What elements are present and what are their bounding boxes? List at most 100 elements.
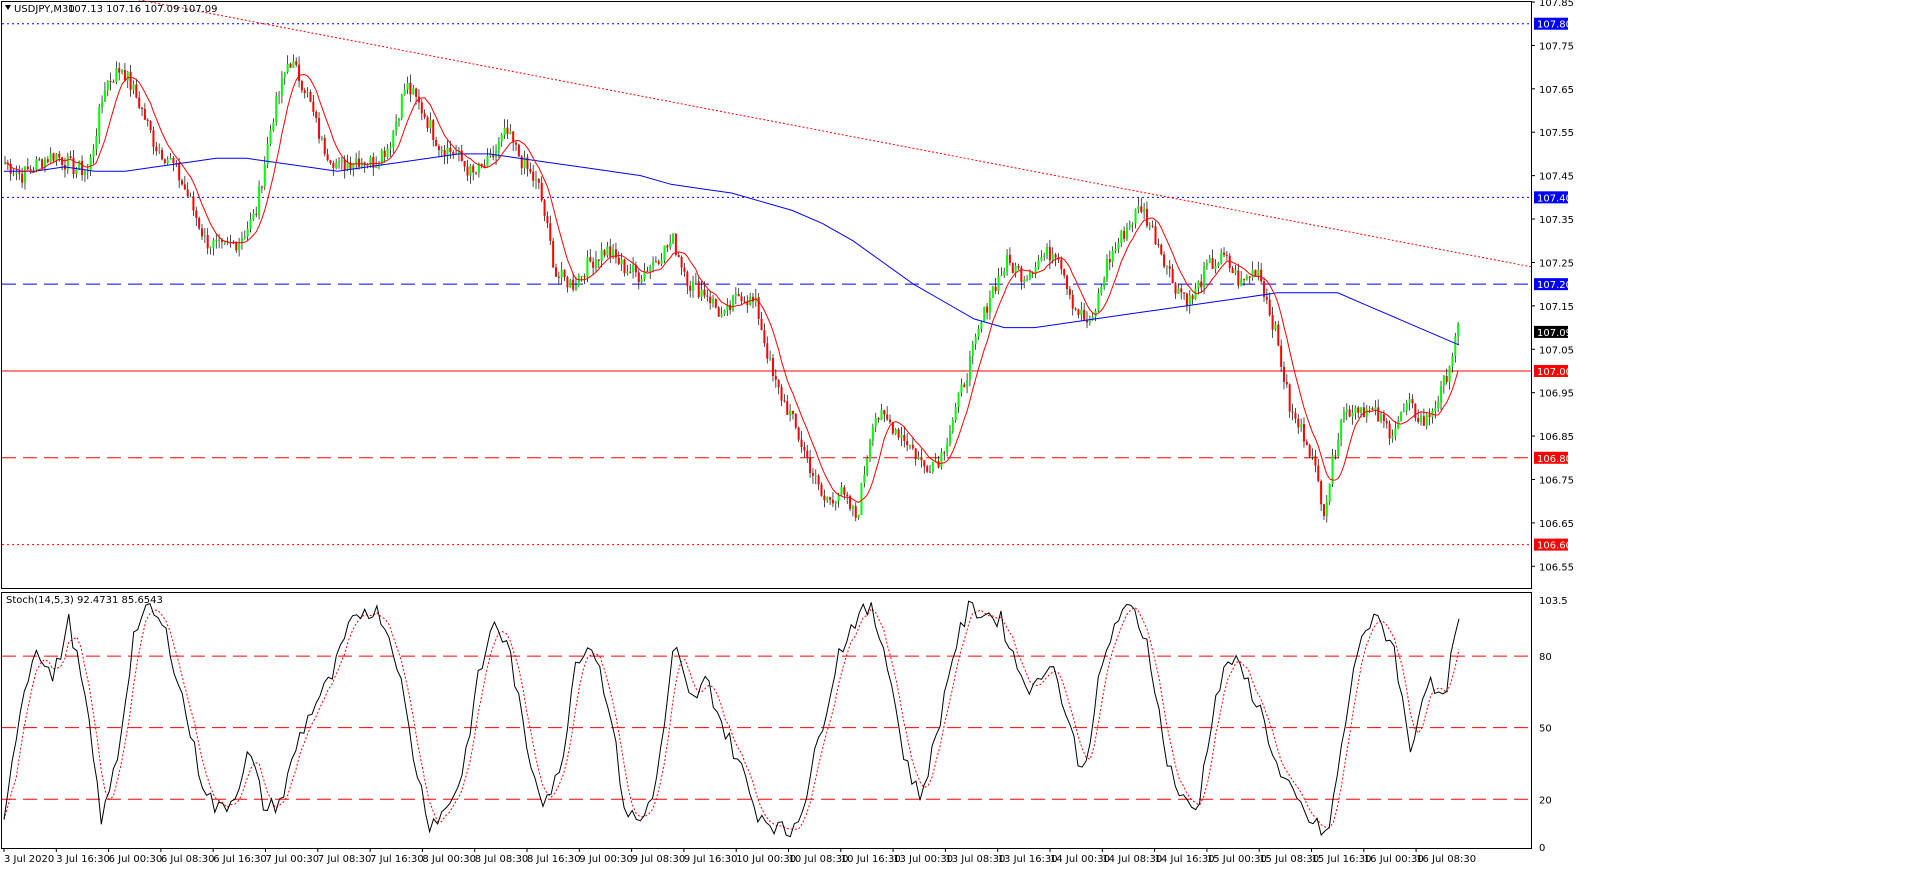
candle-up — [1014, 265, 1017, 274]
candle-up — [649, 266, 652, 272]
candle-down — [300, 80, 303, 91]
candle-down — [295, 61, 298, 65]
candle-up — [789, 410, 792, 415]
candle-down — [797, 427, 800, 440]
candle-down — [766, 343, 769, 359]
candle-up — [1091, 316, 1094, 320]
candle-down — [928, 471, 931, 473]
candle-up — [1128, 224, 1131, 228]
candle-up — [497, 141, 500, 151]
candle-up — [238, 243, 241, 251]
candle-down — [326, 154, 329, 161]
candle-down — [1048, 247, 1051, 261]
candle-up — [75, 169, 78, 174]
candle-down — [597, 259, 600, 261]
candle-up — [569, 279, 572, 288]
candle-up — [660, 260, 663, 264]
candle-up — [286, 63, 289, 73]
candle-down — [777, 379, 780, 388]
candle-down — [138, 97, 141, 108]
candle-down — [146, 119, 149, 122]
ohlc-readout: 107.13 107.16 107.09 107.09 — [68, 4, 218, 15]
x-tick-label: 14 Jul 00:30 — [1050, 854, 1110, 865]
candle-down — [1417, 417, 1420, 422]
level-tag-107.40: 107.40 — [1537, 193, 1572, 204]
symbol-title: USDJPY,M30 — [14, 4, 75, 15]
candle-up — [857, 514, 860, 518]
candle-down — [763, 330, 766, 344]
candle-down — [129, 71, 132, 90]
candle-up — [1188, 295, 1191, 306]
candle-up — [203, 234, 206, 237]
y-tick-label: 107.45 — [1539, 172, 1574, 183]
candle-up — [1360, 407, 1363, 413]
candle-down — [235, 242, 238, 251]
candle-down — [546, 216, 549, 224]
candle-up — [1165, 266, 1168, 268]
candle-up — [1397, 420, 1400, 429]
candle-up — [86, 170, 89, 172]
candle-up — [931, 461, 934, 472]
y-tick-label: 107.65 — [1539, 85, 1574, 96]
candle-down — [112, 81, 115, 83]
candle-up — [894, 429, 897, 434]
candle-down — [677, 254, 680, 258]
candle-down — [849, 496, 852, 509]
candle-up — [375, 164, 378, 169]
candle-up — [723, 310, 726, 315]
candle-up — [35, 159, 38, 171]
candle-up — [712, 298, 715, 304]
dropdown-triangle-icon[interactable] — [5, 5, 11, 10]
x-tick-label: 16 Jul 08:30 — [1416, 854, 1476, 865]
candle-up — [560, 269, 563, 278]
candle-up — [1037, 260, 1040, 268]
candle-down — [1225, 254, 1228, 256]
candle-down — [1237, 270, 1240, 286]
candle-down — [1231, 268, 1234, 274]
candle-down — [1054, 254, 1057, 258]
candle-up — [869, 440, 872, 459]
candle-down — [289, 63, 292, 68]
candle-down — [1265, 296, 1268, 300]
ma-fast-line — [4, 74, 1459, 503]
candle-down — [1297, 418, 1300, 428]
candle-down — [689, 285, 692, 291]
candle-down — [1163, 254, 1166, 267]
candle-up — [158, 150, 161, 152]
candle-up — [366, 164, 369, 166]
candle-down — [674, 233, 677, 255]
candle-down — [383, 150, 386, 158]
candle-down — [232, 242, 235, 244]
candle-down — [791, 410, 794, 414]
candle-down — [1060, 259, 1063, 270]
candle-down — [1108, 259, 1111, 263]
candle-up — [132, 84, 135, 90]
candle-down — [820, 484, 823, 496]
candle-up — [369, 157, 372, 165]
candle-up — [266, 143, 269, 165]
candle-up — [1328, 483, 1331, 503]
candle-up — [880, 410, 883, 420]
x-tick-label: 7 Jul 00:30 — [266, 854, 320, 865]
stoch-tick-label: 80 — [1539, 652, 1552, 663]
candle-down — [1191, 295, 1194, 300]
candle-down — [443, 149, 446, 157]
candle-up — [1214, 266, 1217, 269]
candle-down — [1277, 324, 1280, 346]
candle-down — [1145, 208, 1148, 226]
candle-up — [500, 135, 503, 142]
candle-up — [355, 158, 358, 164]
candle-down — [543, 200, 546, 217]
x-tick-label: 8 Jul 00:30 — [422, 854, 476, 865]
candle-down — [152, 130, 155, 147]
candle-up — [726, 304, 729, 311]
candle-down — [911, 444, 914, 449]
candle-up — [189, 196, 192, 198]
candle-down — [318, 117, 321, 139]
x-tick-label: 15 Jul 16:30 — [1312, 854, 1372, 865]
candle-up — [1374, 407, 1377, 410]
candle-up — [12, 173, 15, 175]
candle-down — [1008, 254, 1011, 263]
candle-down — [123, 69, 126, 81]
candle-down — [372, 157, 375, 169]
